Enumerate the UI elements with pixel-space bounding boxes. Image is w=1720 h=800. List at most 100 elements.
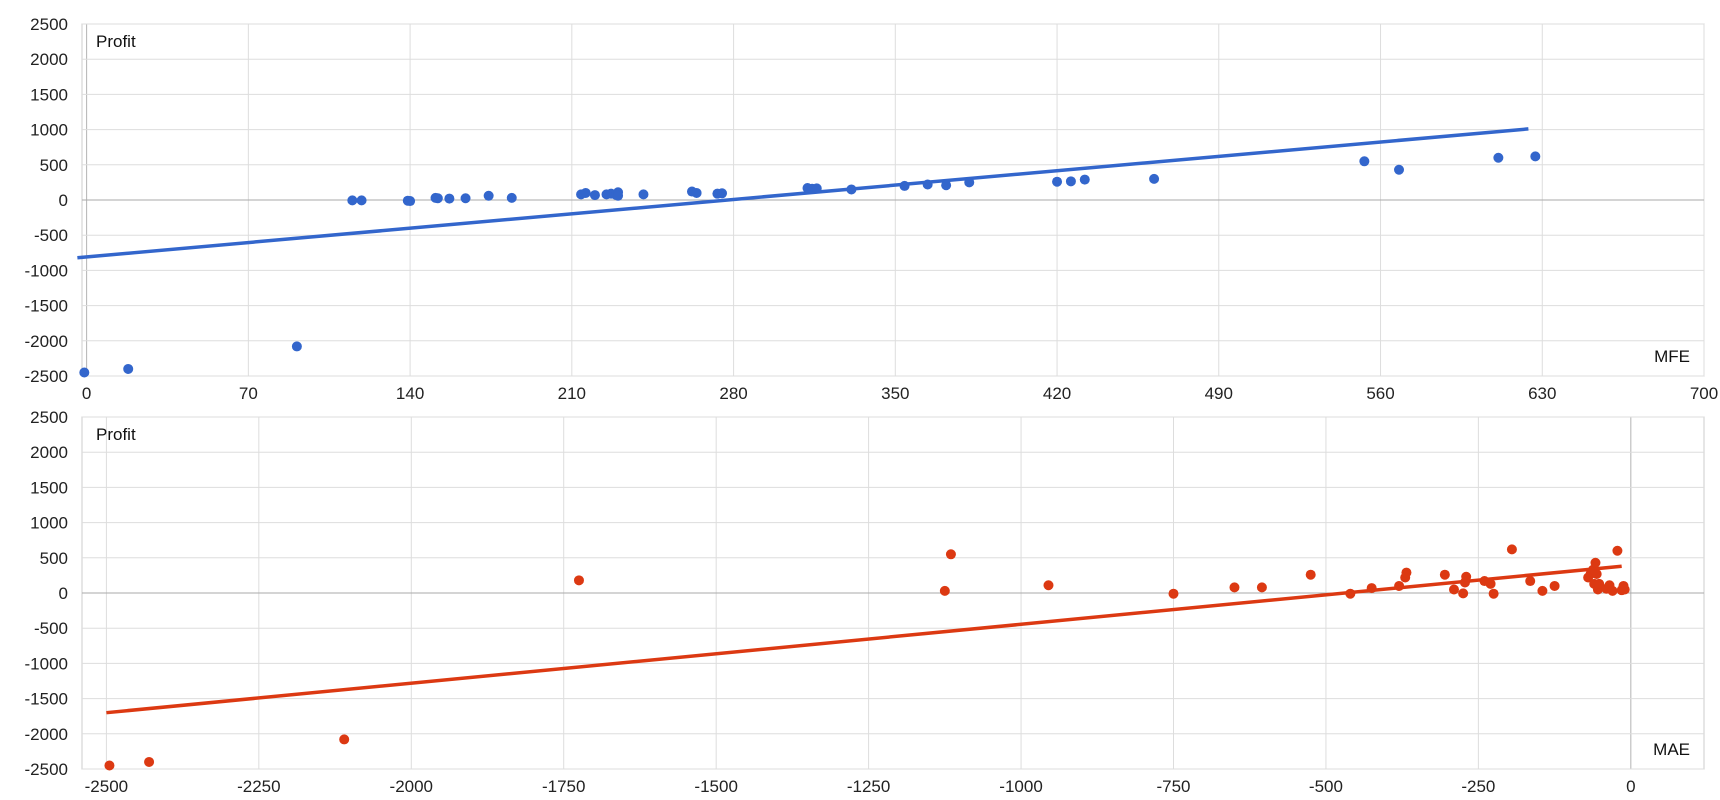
- y-tick-label: 0: [59, 191, 68, 210]
- data-point: [1052, 176, 1063, 187]
- data-point: [717, 188, 728, 199]
- y-tick-label: -2000: [25, 725, 68, 744]
- data-point: [1607, 585, 1618, 596]
- x-tick-label: -1000: [999, 777, 1042, 793]
- x-axis-title: MFE: [1654, 347, 1690, 366]
- x-tick-label: 490: [1205, 384, 1233, 400]
- data-point: [846, 184, 857, 195]
- data-point: [405, 196, 416, 207]
- data-point: [1612, 545, 1623, 556]
- data-point: [941, 180, 952, 191]
- data-point: [1488, 588, 1499, 599]
- data-point: [1256, 582, 1267, 593]
- data-point: [104, 760, 115, 771]
- data-point: [899, 180, 910, 191]
- data-point: [589, 190, 600, 201]
- data-point: [1366, 583, 1377, 594]
- x-tick-label: 140: [396, 384, 424, 400]
- y-tick-label: 0: [59, 584, 68, 603]
- data-point: [1149, 173, 1160, 184]
- data-point: [347, 195, 358, 206]
- trendline: [77, 127, 1529, 260]
- data-point: [1485, 578, 1496, 589]
- y-tick-label: -2500: [25, 760, 68, 779]
- data-point: [444, 193, 455, 204]
- y-tick-label: 1500: [30, 478, 68, 497]
- data-point: [1594, 578, 1605, 589]
- y-tick-label: 2500: [30, 15, 68, 34]
- x-tick-label: 0: [82, 384, 91, 400]
- x-tick-label: -2000: [390, 777, 433, 793]
- x-tick-label: 0: [1626, 777, 1635, 793]
- data-point: [1065, 176, 1076, 187]
- x-tick-label: -1500: [694, 777, 737, 793]
- data-point: [1448, 584, 1459, 595]
- mfe-profit-scatter-chart: 0 70 140 210 280 350 420 490 560 630 700 2500 2000 15…: [25, 15, 1719, 400]
- x-tick-label: -750: [1156, 777, 1190, 793]
- x-tick-label: 700: [1690, 384, 1718, 400]
- data-point: [945, 549, 956, 560]
- x-tick-label: -250: [1461, 777, 1495, 793]
- data-point: [811, 183, 822, 194]
- mae-profit-scatter-chart: -2500 -2250 -2000 -1750 -1500 -1250 -1000 -750-…: [25, 408, 1705, 793]
- y-tick-label: 1000: [30, 121, 68, 140]
- x-tick-label: 560: [1366, 384, 1394, 400]
- data-point: [638, 189, 649, 200]
- data-point: [1461, 571, 1472, 582]
- data-point: [1394, 580, 1405, 591]
- data-point: [1401, 567, 1412, 578]
- y-tick-label: -2500: [25, 367, 68, 386]
- x-tick-label: 280: [719, 384, 747, 400]
- data-point: [964, 177, 975, 188]
- x-tick-label: -1750: [542, 777, 585, 793]
- y-axis-title: Profit: [96, 425, 136, 444]
- x-tick-label: -2250: [237, 777, 280, 793]
- y-tick-label: 2500: [30, 408, 68, 427]
- data-point: [1493, 152, 1504, 163]
- y-tick-label: 500: [40, 156, 68, 175]
- data-point: [1229, 582, 1240, 593]
- data-point: [506, 192, 517, 203]
- x-tick-label: 210: [558, 384, 586, 400]
- y-tick-label: 2000: [30, 443, 68, 462]
- data-point: [1043, 580, 1054, 591]
- data-point: [1619, 584, 1630, 595]
- data-point: [1549, 580, 1560, 591]
- x-axis-title: MAE: [1653, 740, 1690, 759]
- y-tick-label: 1000: [30, 514, 68, 533]
- y-tick-label: -1500: [25, 690, 68, 709]
- data-point: [1168, 588, 1179, 599]
- x-tick-label: -500: [1309, 777, 1343, 793]
- data-point: [1458, 588, 1469, 599]
- data-point: [144, 756, 155, 767]
- data-point: [123, 363, 134, 374]
- data-point: [613, 190, 624, 201]
- data-point: [1525, 576, 1536, 587]
- data-point: [691, 187, 702, 198]
- y-tick-label: -1500: [25, 297, 68, 316]
- data-point: [291, 341, 302, 352]
- data-point: [79, 367, 90, 378]
- data-point: [1079, 174, 1090, 185]
- data-point: [573, 575, 584, 586]
- x-tick-label: -1250: [847, 777, 890, 793]
- y-tick-label: -1000: [25, 654, 68, 673]
- data-point: [356, 195, 367, 206]
- x-tick-label: 70: [239, 384, 258, 400]
- y-tick-label: -1000: [25, 261, 68, 280]
- y-tick-label: -500: [34, 226, 68, 245]
- y-tick-label: -2000: [25, 332, 68, 351]
- x-tick-label: 350: [881, 384, 909, 400]
- data-point: [1439, 569, 1450, 580]
- data-point: [1537, 585, 1548, 596]
- data-point: [339, 734, 350, 745]
- data-point: [483, 190, 494, 201]
- data-point: [1590, 557, 1601, 568]
- data-point: [1345, 588, 1356, 599]
- y-tick-label: -500: [34, 619, 68, 638]
- x-tick-label: -2500: [85, 777, 128, 793]
- data-point: [922, 179, 933, 190]
- data-point: [1506, 544, 1517, 555]
- x-tick-label: 630: [1528, 384, 1556, 400]
